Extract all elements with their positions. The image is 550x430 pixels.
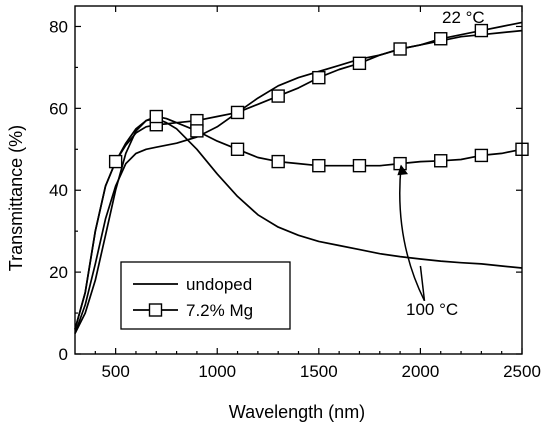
legend: undoped 7.2% Mg: [120, 261, 291, 330]
y-tick-label: 0: [59, 345, 68, 364]
data-point-marker: [230, 142, 245, 156]
data-point-marker: [474, 23, 489, 38]
data-point-marker: [271, 154, 285, 169]
x-tick-label: 1500: [300, 362, 338, 381]
y-axis-title: Transmittance (%): [6, 125, 26, 271]
data-point-marker: [190, 124, 204, 138]
series-3: [74, 109, 529, 330]
legend-label-undoped: undoped: [186, 275, 252, 294]
data-point-marker: [271, 89, 285, 103]
data-point-marker: [434, 154, 448, 168]
data-point-marker: [352, 158, 367, 173]
arrows-layer: [397, 164, 426, 302]
legend-marker-mg: [148, 303, 163, 317]
data-point-marker: [352, 56, 367, 71]
x-axis-title: Wavelength (nm): [229, 402, 365, 422]
data-point-marker: [149, 109, 163, 124]
annotation-22c: 22 °C: [442, 8, 485, 27]
series-layer: [74, 21, 529, 334]
arrow-to-mg-100c: [399, 165, 426, 302]
y-tick-label: 40: [49, 181, 68, 200]
data-point-marker: [230, 105, 245, 120]
data-point-marker: [312, 158, 326, 173]
y-tick-label: 80: [49, 17, 68, 36]
data-point-marker: [312, 70, 326, 85]
x-tick-label: 1000: [198, 362, 236, 381]
x-tick-label: 2000: [401, 362, 439, 381]
x-tick-label: 2500: [503, 362, 541, 381]
series-line-3: [74, 115, 523, 330]
data-point-marker: [393, 42, 407, 56]
arrowhead-mg-100c: [397, 164, 409, 176]
axes-layer: 500 1000 1500 2000 2500 0 20 40 60 80: [49, 5, 541, 381]
legend-box: [120, 261, 291, 330]
data-point-marker: [108, 154, 123, 169]
data-point-marker: [474, 148, 489, 163]
y-tick-label: 60: [49, 99, 68, 118]
data-point-marker: [434, 32, 448, 46]
legend-label-mg: 7.2% Mg: [186, 301, 253, 320]
annotation-100c: 100 °C: [406, 300, 458, 319]
series-1: [74, 117, 523, 334]
x-tick-label: 500: [101, 362, 129, 381]
arrow-to-undoped-100c: [419, 265, 426, 301]
series-line-1: [74, 117, 523, 334]
y-tick-label: 20: [49, 263, 68, 282]
